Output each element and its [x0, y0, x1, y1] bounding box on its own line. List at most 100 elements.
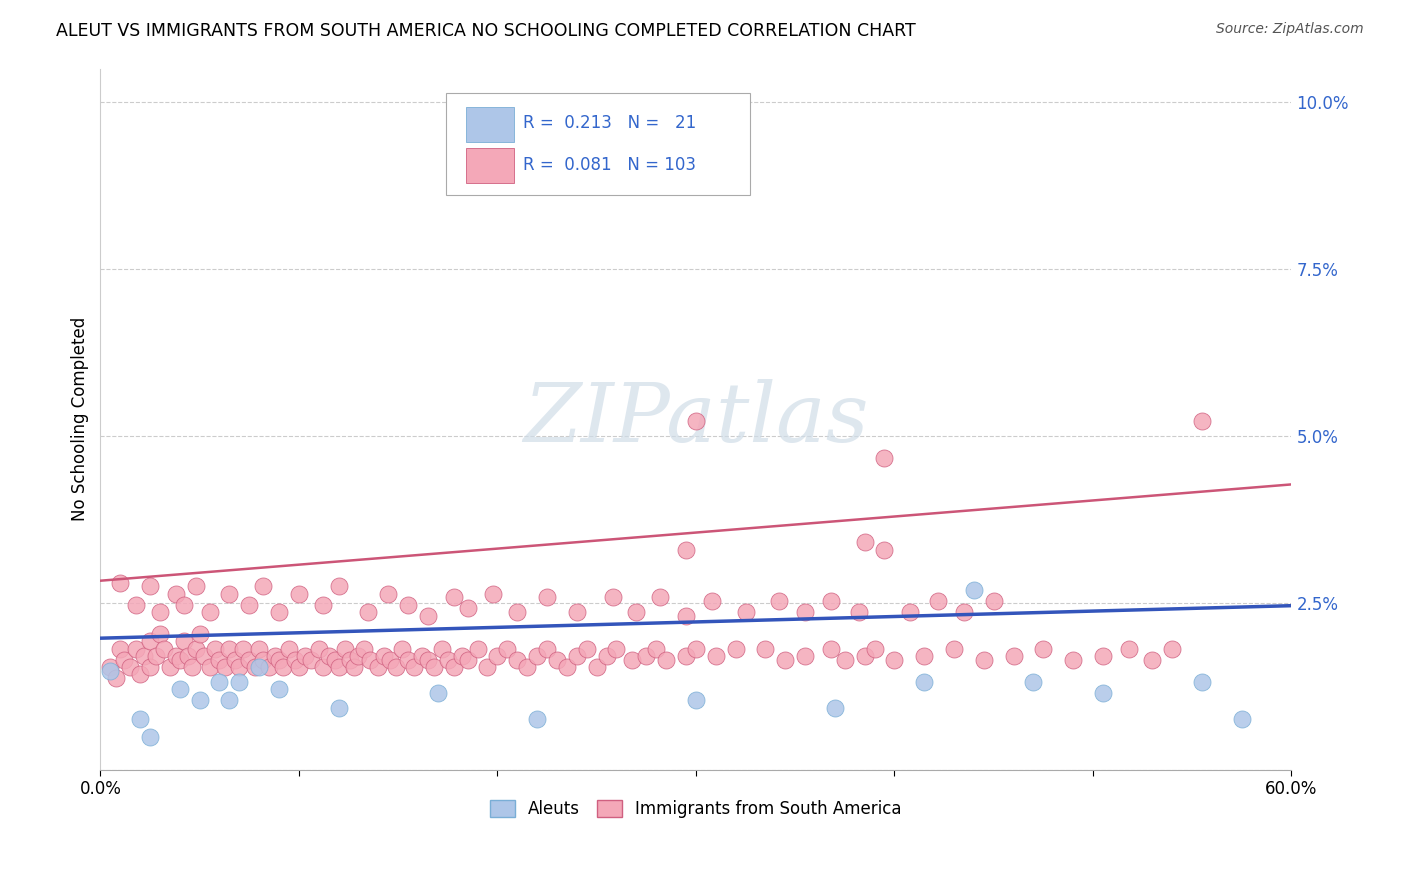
Point	[443, 576, 465, 591]
Bar	[465, 148, 513, 183]
Point	[912, 556, 935, 570]
Text: R =  0.213   N =   21: R = 0.213 N = 21	[523, 114, 696, 132]
Point	[228, 576, 250, 591]
Point	[416, 483, 439, 497]
Point	[238, 462, 260, 476]
Point	[685, 542, 707, 557]
Point	[224, 563, 246, 577]
Point	[129, 589, 152, 603]
Point	[820, 456, 842, 470]
Point	[173, 529, 195, 543]
Point	[486, 556, 509, 570]
FancyBboxPatch shape	[446, 93, 749, 194]
Point	[416, 563, 439, 577]
Point	[650, 449, 672, 463]
Point	[402, 576, 425, 591]
Point	[457, 563, 479, 577]
Point	[373, 556, 395, 570]
Point	[288, 576, 311, 591]
Point	[343, 576, 366, 591]
Y-axis label: No Schooling Completed: No Schooling Completed	[72, 318, 89, 522]
Point	[704, 556, 727, 570]
Point	[149, 475, 172, 490]
Point	[645, 542, 668, 557]
Point	[1161, 542, 1184, 557]
Point	[184, 429, 207, 443]
Point	[426, 623, 449, 637]
Point	[482, 442, 505, 457]
Point	[820, 542, 842, 557]
Point	[284, 563, 307, 577]
Point	[347, 556, 370, 570]
Point	[385, 576, 408, 591]
Point	[898, 475, 921, 490]
Point	[247, 542, 270, 557]
Point	[188, 636, 211, 650]
Point	[98, 582, 121, 597]
Point	[912, 602, 935, 616]
Point	[105, 596, 128, 610]
Point	[773, 563, 796, 577]
Point	[927, 456, 949, 470]
Point	[423, 576, 446, 591]
Point	[675, 483, 697, 497]
Point	[204, 542, 226, 557]
Point	[824, 649, 846, 664]
Point	[963, 435, 986, 450]
Point	[359, 563, 381, 577]
Point	[605, 542, 627, 557]
Point	[125, 462, 148, 476]
Point	[188, 516, 211, 530]
Point	[328, 649, 350, 664]
Point	[367, 576, 389, 591]
Point	[834, 563, 856, 577]
Point	[380, 563, 402, 577]
Point	[257, 576, 280, 591]
Text: ALEUT VS IMMIGRANTS FROM SOUTH AMERICA NO SCHOOLING COMPLETED CORRELATION CHART: ALEUT VS IMMIGRANTS FROM SOUTH AMERICA N…	[56, 22, 915, 40]
Point	[565, 556, 588, 570]
Point	[602, 449, 624, 463]
Point	[173, 462, 195, 476]
Point	[208, 563, 231, 577]
Text: Source: ZipAtlas.com: Source: ZipAtlas.com	[1216, 22, 1364, 37]
Point	[863, 542, 886, 557]
Point	[575, 542, 598, 557]
Point	[848, 475, 870, 490]
Point	[1091, 623, 1114, 637]
Point	[180, 576, 202, 591]
Point	[377, 442, 399, 457]
Point	[685, 636, 707, 650]
Point	[675, 556, 697, 570]
Point	[853, 556, 876, 570]
Point	[299, 563, 322, 577]
Point	[546, 563, 568, 577]
Point	[853, 349, 876, 363]
Point	[1142, 563, 1164, 577]
Point	[396, 563, 419, 577]
Point	[585, 576, 607, 591]
Point	[323, 563, 346, 577]
Point	[267, 475, 290, 490]
Point	[391, 542, 413, 557]
Point	[153, 542, 176, 557]
Point	[139, 429, 162, 443]
Point	[214, 576, 236, 591]
Point	[467, 542, 489, 557]
Point	[883, 563, 905, 577]
Point	[973, 563, 995, 577]
Point	[794, 556, 817, 570]
Point	[675, 362, 697, 376]
Point	[536, 542, 558, 557]
Point	[139, 529, 162, 543]
Point	[496, 542, 519, 557]
Point	[873, 195, 896, 210]
Point	[536, 449, 558, 463]
Point	[506, 563, 529, 577]
Point	[228, 602, 250, 616]
Point	[621, 563, 644, 577]
Point	[655, 563, 678, 577]
Point	[1022, 602, 1045, 616]
Point	[353, 542, 375, 557]
Point	[267, 615, 290, 630]
Point	[247, 576, 270, 591]
